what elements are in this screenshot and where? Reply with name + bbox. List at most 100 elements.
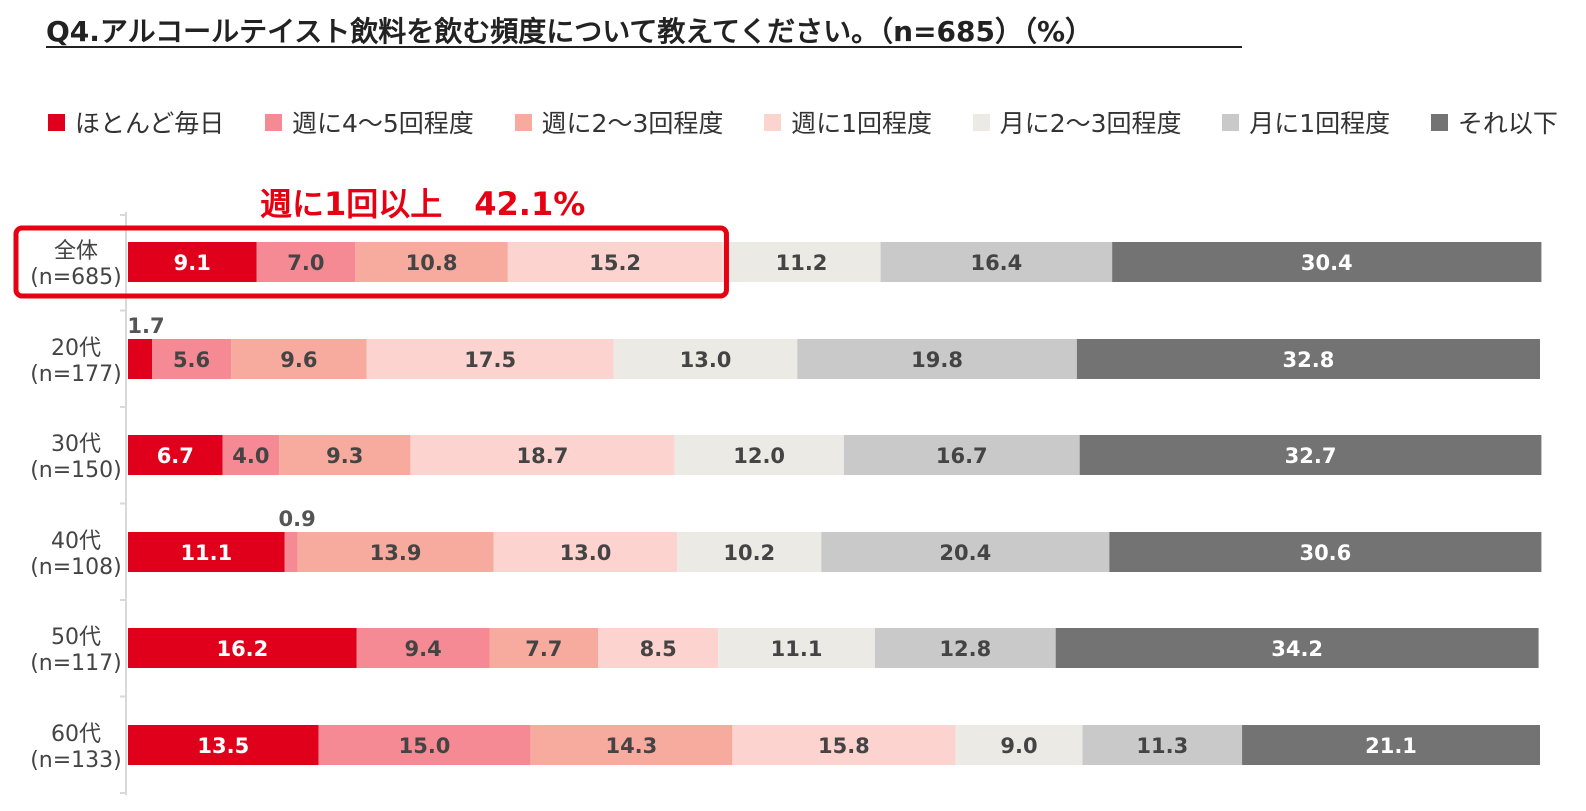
data-label: 11.3 bbox=[1136, 734, 1188, 758]
bar-segment bbox=[489, 628, 599, 668]
legend-label: 週に2～3回程度 bbox=[541, 109, 724, 138]
bar-segment bbox=[1079, 435, 1542, 475]
bar-segment bbox=[128, 242, 257, 282]
data-label: 21.1 bbox=[1365, 734, 1417, 758]
data-label: 18.7 bbox=[517, 444, 569, 468]
category-n-label: (n=117) bbox=[30, 651, 122, 676]
data-label: 14.3 bbox=[605, 734, 657, 758]
data-label: 4.0 bbox=[232, 444, 269, 468]
data-label: 13.9 bbox=[370, 541, 422, 565]
data-label: 9.4 bbox=[405, 637, 442, 661]
data-label: 34.2 bbox=[1271, 637, 1323, 661]
bar-segment bbox=[1076, 339, 1540, 379]
category-label: 50代 bbox=[51, 625, 101, 650]
bar-segment bbox=[797, 339, 1077, 379]
bar-segment bbox=[821, 532, 1110, 572]
data-label: 9.6 bbox=[280, 348, 317, 372]
category-n-label: (n=685) bbox=[30, 265, 122, 290]
data-label: 0.9 bbox=[278, 507, 315, 531]
data-label: 32.7 bbox=[1285, 444, 1337, 468]
data-label: 17.5 bbox=[464, 348, 516, 372]
bar-segment bbox=[880, 242, 1113, 282]
data-label: 16.7 bbox=[936, 444, 988, 468]
data-label: 6.7 bbox=[157, 444, 194, 468]
chart-title: Q4.アルコールテイスト飲料を飲む頻度について教えてください。（n=685）（%… bbox=[46, 15, 1094, 48]
data-label: 15.2 bbox=[589, 251, 641, 275]
bar-segment bbox=[128, 628, 357, 668]
legend-swatch bbox=[48, 113, 65, 131]
bar-segment bbox=[677, 532, 822, 572]
category-label: 40代 bbox=[51, 529, 101, 554]
bar-segment bbox=[613, 339, 798, 379]
bar-segment bbox=[530, 725, 733, 765]
bar-segment bbox=[297, 532, 494, 572]
data-label: 1.7 bbox=[127, 314, 164, 338]
bar-segment bbox=[356, 628, 490, 668]
data-label: 30.6 bbox=[1299, 541, 1351, 565]
bar-segment bbox=[231, 339, 367, 379]
data-label: 13.0 bbox=[560, 541, 612, 565]
legend-label: それ以下 bbox=[1457, 109, 1558, 138]
bar-segment bbox=[284, 532, 298, 572]
bar-segment bbox=[722, 242, 881, 282]
legend-label: ほとんど毎日 bbox=[75, 109, 225, 138]
bar-segment bbox=[955, 725, 1083, 765]
bar-segment bbox=[366, 339, 614, 379]
bar-segment bbox=[732, 725, 956, 765]
legend-swatch bbox=[1222, 113, 1240, 131]
data-label: 8.5 bbox=[640, 637, 677, 661]
legend-swatch bbox=[1430, 113, 1448, 131]
legend: ほとんど毎日 週に4～5回程度 週に2～3回程度 週に1回程度 月に2～3回程度 月に1回… bbox=[48, 104, 1558, 140]
bar-segment bbox=[128, 339, 153, 379]
legend-item: 週に2～3回程度 bbox=[514, 104, 724, 140]
data-label: 30.4 bbox=[1301, 251, 1353, 275]
legend-item: それ以下 bbox=[1430, 104, 1558, 140]
bar-segment bbox=[1112, 242, 1542, 282]
bar-segment bbox=[598, 628, 719, 668]
bar-segment bbox=[1055, 628, 1539, 668]
data-label: 13.0 bbox=[680, 348, 732, 372]
data-label: 15.0 bbox=[399, 734, 451, 758]
bar-segment bbox=[256, 242, 356, 282]
data-label: 13.5 bbox=[197, 734, 249, 758]
bar-segment bbox=[128, 532, 285, 572]
bar-segment bbox=[874, 628, 1056, 668]
legend-swatch bbox=[514, 113, 532, 131]
data-label: 7.7 bbox=[525, 637, 562, 661]
bar-segment bbox=[410, 435, 675, 475]
data-label: 19.8 bbox=[911, 348, 963, 372]
bar-segment bbox=[128, 435, 223, 475]
data-label: 5.6 bbox=[173, 348, 210, 372]
category-label: 全体 bbox=[54, 239, 98, 264]
legend-swatch bbox=[972, 113, 990, 131]
data-label: 11.2 bbox=[776, 251, 828, 275]
bar-segment bbox=[128, 725, 319, 765]
category-label: 60代 bbox=[51, 722, 101, 747]
bar-segment bbox=[507, 242, 723, 282]
data-label: 16.2 bbox=[216, 637, 268, 661]
bar-segment bbox=[1109, 532, 1542, 572]
bar-segment bbox=[1242, 725, 1540, 765]
category-n-label: (n=133) bbox=[30, 748, 122, 773]
legend-label: 月に1回程度 bbox=[1249, 109, 1391, 138]
data-label: 9.3 bbox=[326, 444, 363, 468]
highlight-box bbox=[13, 225, 729, 299]
data-label: 7.0 bbox=[287, 251, 324, 275]
data-label: 20.4 bbox=[939, 541, 991, 565]
legend-swatch bbox=[265, 113, 282, 131]
data-label: 15.8 bbox=[818, 734, 870, 758]
data-label: 11.1 bbox=[180, 541, 232, 565]
data-label: 9.1 bbox=[174, 251, 211, 275]
bar-segment bbox=[718, 628, 875, 668]
category-n-label: (n=177) bbox=[30, 362, 122, 387]
category-n-label: (n=108) bbox=[30, 555, 122, 580]
data-label: 12.0 bbox=[733, 444, 785, 468]
category-n-label: (n=150) bbox=[30, 458, 122, 483]
title-underline bbox=[46, 46, 1242, 48]
legend-item: 週に1回程度 bbox=[764, 104, 932, 140]
bar-segment bbox=[318, 725, 531, 765]
legend-item: 月に2～3回程度 bbox=[972, 104, 1182, 140]
bar-segment bbox=[355, 242, 508, 282]
legend-item: 月に1回程度 bbox=[1222, 104, 1390, 140]
